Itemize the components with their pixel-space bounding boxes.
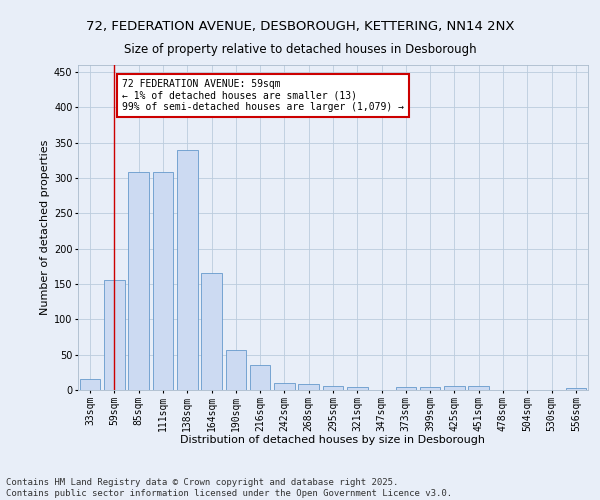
Bar bbox=[104, 280, 125, 390]
Bar bbox=[128, 172, 149, 390]
Bar bbox=[177, 150, 197, 390]
Bar bbox=[298, 384, 319, 390]
Text: Contains HM Land Registry data © Crown copyright and database right 2025.
Contai: Contains HM Land Registry data © Crown c… bbox=[6, 478, 452, 498]
Bar bbox=[469, 386, 489, 390]
Bar bbox=[152, 172, 173, 390]
Bar bbox=[80, 380, 100, 390]
Bar bbox=[395, 387, 416, 390]
Text: 72, FEDERATION AVENUE, DESBOROUGH, KETTERING, NN14 2NX: 72, FEDERATION AVENUE, DESBOROUGH, KETTE… bbox=[86, 20, 514, 33]
Bar bbox=[323, 386, 343, 390]
Bar bbox=[566, 388, 586, 390]
Bar bbox=[201, 274, 222, 390]
Bar bbox=[226, 350, 246, 390]
Y-axis label: Number of detached properties: Number of detached properties bbox=[40, 140, 50, 315]
Bar bbox=[420, 387, 440, 390]
Text: 72 FEDERATION AVENUE: 59sqm
← 1% of detached houses are smaller (13)
99% of semi: 72 FEDERATION AVENUE: 59sqm ← 1% of deta… bbox=[122, 79, 404, 112]
Bar bbox=[274, 383, 295, 390]
Text: Size of property relative to detached houses in Desborough: Size of property relative to detached ho… bbox=[124, 42, 476, 56]
Bar bbox=[444, 386, 465, 390]
X-axis label: Distribution of detached houses by size in Desborough: Distribution of detached houses by size … bbox=[181, 435, 485, 445]
Bar bbox=[250, 366, 271, 390]
Bar bbox=[347, 387, 368, 390]
